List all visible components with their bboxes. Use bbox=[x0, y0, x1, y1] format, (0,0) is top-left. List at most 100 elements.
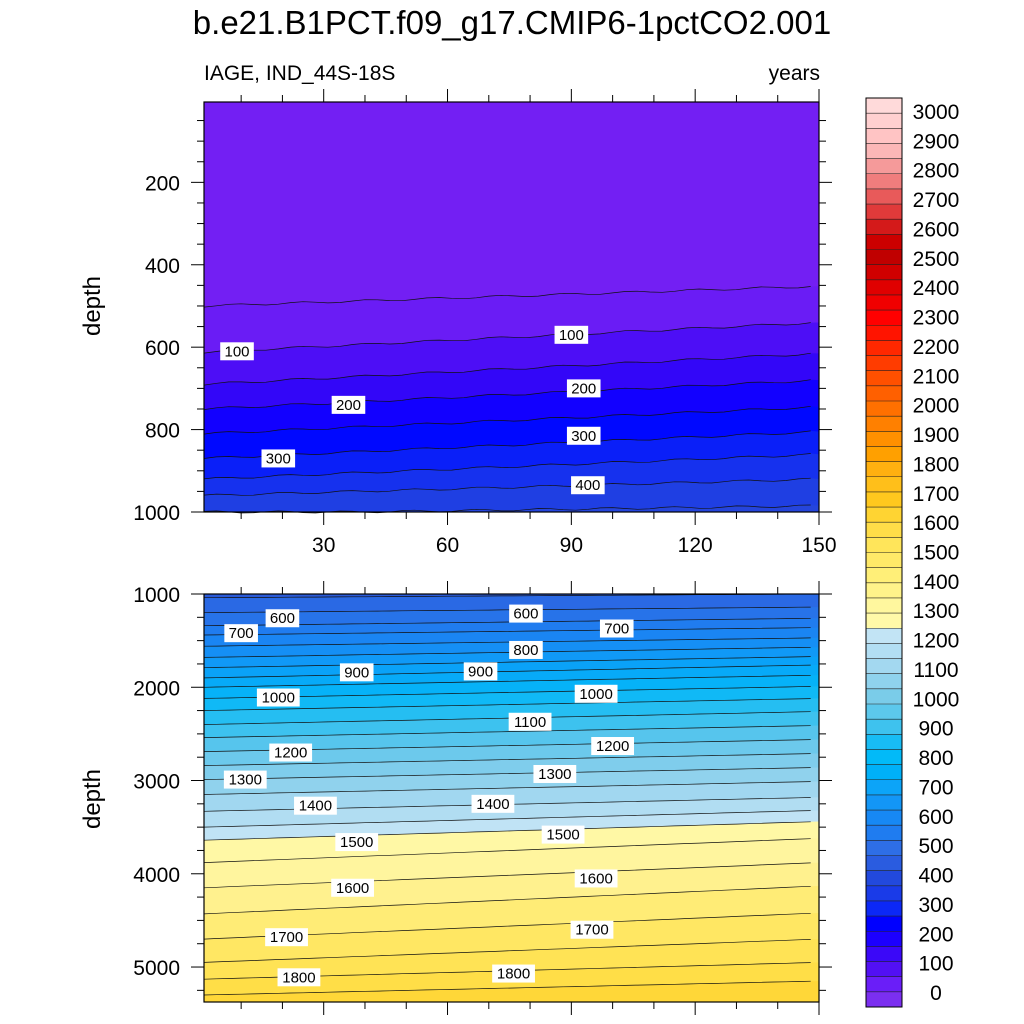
bottom-contour-line-1050 bbox=[203, 698, 811, 711]
colorbar-label: 1200 bbox=[913, 630, 960, 653]
top-panel-fill bbox=[203, 102, 819, 514]
bottom-band-1850 bbox=[204, 981, 819, 1002]
colorbar-label: 1700 bbox=[913, 483, 960, 506]
colorbar-label: 500 bbox=[918, 835, 953, 858]
colorbar-swatch bbox=[866, 416, 902, 432]
colorbar-swatch bbox=[866, 673, 902, 690]
colorbar-swatch bbox=[866, 825, 902, 841]
bottom-contour-line-1350 bbox=[203, 781, 811, 795]
bottom-contour-label-bg bbox=[265, 928, 308, 947]
colorbar-swatch bbox=[866, 355, 902, 371]
top-left-string: IAGE, IND_44S-18S bbox=[204, 62, 396, 85]
bottom-contour-label-bg bbox=[335, 833, 379, 852]
colorbar-label: 2100 bbox=[913, 365, 960, 388]
x-tick-label: 30 bbox=[312, 534, 335, 557]
top-contour-line-400 bbox=[203, 477, 811, 496]
colorbar-label: 600 bbox=[918, 806, 953, 829]
bottom-contour-label: 1300 bbox=[229, 772, 262, 789]
bottom-contour-line-1000 bbox=[203, 686, 811, 699]
colorbar-swatch bbox=[866, 173, 902, 190]
colorbar-swatch bbox=[866, 855, 902, 871]
bottom-contour-label-bg bbox=[541, 825, 585, 844]
bottom-contour-line-1450 bbox=[203, 810, 811, 828]
top-plot-frame bbox=[203, 101, 820, 513]
top-y-tick-label: 400 bbox=[145, 255, 180, 278]
top-band-450 bbox=[204, 505, 819, 513]
bottom-contour-line-1100 bbox=[203, 711, 811, 725]
bottom-contour-label-bg bbox=[508, 712, 552, 731]
top-contour-line-450 bbox=[203, 504, 811, 514]
bottom-contour-line-850 bbox=[203, 656, 811, 669]
colorbar-swatch bbox=[866, 704, 902, 720]
bottom-contour-line-1150 bbox=[203, 725, 811, 738]
colorbar-label: 2200 bbox=[913, 336, 960, 359]
top-contour-label: 100 bbox=[225, 343, 250, 360]
colorbar-label: 1000 bbox=[913, 688, 960, 711]
colorbar-swatch bbox=[866, 628, 902, 644]
bottom-contour-label-bg bbox=[269, 743, 313, 762]
colorbar-swatch bbox=[866, 582, 902, 599]
bottom-contour-label-bg bbox=[533, 764, 577, 783]
bottom-contour-label: 1500 bbox=[340, 834, 373, 851]
colorbar-swatch bbox=[866, 764, 902, 781]
bottom-contour-label-bg bbox=[294, 796, 337, 815]
bottom-y-tick-label: 4000 bbox=[133, 864, 180, 887]
top-contour-line-350 bbox=[203, 453, 811, 480]
colorbar-label: 2300 bbox=[913, 307, 960, 330]
colorbar-label: 1400 bbox=[913, 571, 960, 594]
x-tick-label: 150 bbox=[801, 534, 836, 557]
bottom-y-tick-label: 1000 bbox=[133, 584, 180, 607]
bottom-contour-line-1600 bbox=[203, 862, 811, 889]
top-y-tick-label: 1000 bbox=[133, 502, 180, 525]
colorbar-swatch bbox=[866, 734, 902, 750]
top-contour-label-bg bbox=[571, 476, 605, 495]
bottom-contour-label-bg bbox=[471, 794, 515, 813]
top-contour-label: 300 bbox=[571, 428, 596, 445]
bottom-contour-label: 700 bbox=[604, 621, 629, 638]
colorbar-label: 100 bbox=[918, 953, 953, 976]
top-right-string: years bbox=[768, 62, 820, 85]
top-y-tick-label: 600 bbox=[145, 337, 180, 360]
colorbar-frame bbox=[865, 97, 903, 1008]
bottom-contour-line-900 bbox=[203, 664, 811, 679]
colorbar-swatch bbox=[866, 976, 902, 993]
bottom-contour-label-bg bbox=[223, 770, 267, 789]
bottom-contour-line-700 bbox=[203, 627, 811, 636]
bottom-contour-label: 800 bbox=[513, 642, 538, 659]
colorbar-label: 800 bbox=[918, 747, 953, 770]
colorbar-swatch bbox=[866, 401, 902, 417]
colorbar-label: 1500 bbox=[913, 542, 960, 565]
colorbar-swatch bbox=[866, 870, 902, 887]
bottom-contour-line-600 bbox=[203, 606, 811, 614]
top-contour-line-150 bbox=[203, 352, 811, 386]
top-band-400 bbox=[204, 478, 819, 512]
top-contour-label-bg bbox=[220, 342, 254, 361]
top-contour-label-bg bbox=[261, 449, 296, 468]
colorbar-swatch bbox=[866, 749, 902, 765]
bottom-plot-frame bbox=[203, 593, 820, 1003]
top-contour-label: 400 bbox=[575, 477, 600, 494]
bottom-contour-label-bg bbox=[574, 869, 618, 888]
colorbar-swatch bbox=[866, 204, 902, 220]
bottom-contour-label: 1000 bbox=[262, 690, 295, 707]
colorbar-label: 0 bbox=[930, 982, 942, 1005]
colorbar-label: 2600 bbox=[913, 218, 960, 241]
bottom-contour-label-bg bbox=[265, 609, 300, 628]
bottom-contour-label-bg bbox=[509, 640, 543, 659]
bottom-contour-line-1650 bbox=[203, 885, 811, 915]
bottom-y-tick-label: 5000 bbox=[133, 957, 180, 980]
bottom-contour-label: 1200 bbox=[274, 745, 307, 762]
colorbar-swatch bbox=[866, 522, 902, 538]
top-contour-label: 100 bbox=[559, 327, 584, 344]
bottom-contour-line-650 bbox=[203, 617, 811, 627]
colorbar-swatch bbox=[866, 340, 902, 356]
top-contour-label-bg bbox=[554, 325, 589, 344]
bottom-contour-label: 1400 bbox=[476, 796, 509, 813]
colorbar-swatch bbox=[866, 128, 902, 144]
colorbar-label: 200 bbox=[918, 923, 953, 946]
bottom-contour-line-1850 bbox=[203, 980, 811, 996]
colorbar-swatch bbox=[866, 900, 902, 917]
colorbar-swatch bbox=[866, 552, 902, 568]
colorbar-swatch bbox=[866, 219, 902, 235]
colorbar-swatch bbox=[866, 249, 902, 265]
